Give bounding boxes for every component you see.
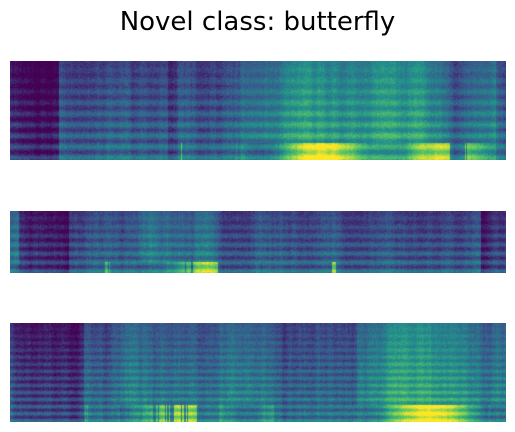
spectrogram-3 bbox=[10, 323, 506, 422]
spectrogram-2 bbox=[10, 211, 506, 273]
spectrogram-1 bbox=[10, 61, 506, 160]
figure-title: Novel class: butterfly bbox=[119, 7, 396, 37]
